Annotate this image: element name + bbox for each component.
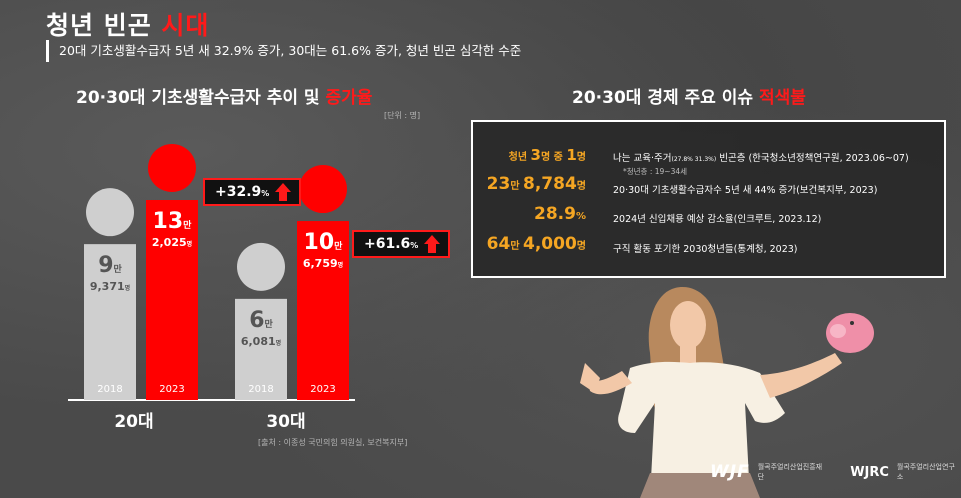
bar-big-label: 10만 xyxy=(304,230,344,255)
bar-value-label: 9,371명 xyxy=(90,280,130,293)
bar-big-label: 13만 xyxy=(153,209,193,234)
issue-stat-1: 청년 3명 중 1명 xyxy=(508,146,586,164)
bar-30대-2018 xyxy=(235,298,287,400)
bar-year-label: 2023 xyxy=(159,384,184,395)
left-arm-shape xyxy=(588,371,632,395)
increase-badge-30s: +61.6% xyxy=(352,230,451,258)
arrow-up-icon xyxy=(275,183,292,201)
page-subtitle: 20대 기초생활수급자 5년 새 32.9% 증가, 30대는 61.6% 증가… xyxy=(46,40,521,62)
unit-note: [단위 : 명] xyxy=(384,111,421,120)
bar-year-label: 2018 xyxy=(248,384,273,395)
bar-value-label: 2,025명 xyxy=(152,236,192,249)
issue-stat-4: 64만 4,000명 xyxy=(486,234,586,254)
piggy-eye xyxy=(850,321,854,325)
group-label-20대: 20대 xyxy=(114,412,153,432)
wjf-logo-text: 월곡주얼리산업진흥재단 xyxy=(757,463,823,481)
shirt-shape xyxy=(618,361,785,498)
increase-value: +32.9% xyxy=(215,184,270,200)
bar-head-20대-2023 xyxy=(148,144,196,192)
increase-badge-20s: +32.9% xyxy=(203,178,302,206)
issue-desc-2: 20·30대 기초생활수급자수 5년 새 44% 증가(보건복지부, 2023) xyxy=(613,185,878,196)
bar-value-label: 6,081명 xyxy=(241,335,281,348)
issues-title: 20·30대 경제 주요 이슈 적색불 xyxy=(572,88,806,108)
issue-desc-3: 2024년 신입채용 예상 감소율(인크루트, 2023.12) xyxy=(613,214,822,225)
bar-value-label: 6,759명 xyxy=(303,257,343,270)
bar-head-30대-2023 xyxy=(299,165,347,214)
bar-20대-2018 xyxy=(84,244,136,400)
footer-logos: WJF 월곡주얼리산업진흥재단 WJRC 월곡주얼리산업연구소 xyxy=(710,462,961,482)
bar-head-30대-2018 xyxy=(237,242,285,291)
issue-stat-3: 28.9% xyxy=(534,204,586,224)
youth-age-note: *청년층 : 19~34세 xyxy=(623,167,688,176)
piggy-snout xyxy=(830,324,846,338)
group-label-30대: 30대 xyxy=(266,412,305,432)
issue-desc-1: 나는 교육·주거(27.8% 31.3%) 빈곤층 (한국청소년정책연구원, 2… xyxy=(613,153,909,164)
skirt-shape xyxy=(640,473,760,498)
bar-year-label: 2023 xyxy=(310,384,335,395)
neck-shape xyxy=(680,345,696,363)
wjrc-logo-text: 월곡주얼리산업연구소 xyxy=(896,463,955,481)
arrow-up-icon xyxy=(424,235,441,253)
bar-30대-2023 xyxy=(297,221,349,400)
woman-piggy-bank-illustration xyxy=(580,287,874,498)
bar-year-label: 2018 xyxy=(97,384,122,395)
piggy-bank-icon xyxy=(826,313,874,353)
issue-stat-2: 23만 8,784명 xyxy=(486,174,586,194)
source-note: [출처 : 이종성 국민의힘 의원실, 보건복지부] xyxy=(258,438,408,447)
bar-big-label: 6만 xyxy=(249,308,273,333)
bar-big-label: 9만 xyxy=(98,253,122,278)
bar-20대-2023 xyxy=(146,200,198,400)
bar-head-20대-2018 xyxy=(86,188,134,237)
page-title: 청년 빈곤 시대 xyxy=(46,11,210,40)
left-hand-shape xyxy=(580,363,600,393)
face-shape xyxy=(670,301,706,349)
chart-title: 20·30대 기초생활수급자 추이 및 증가율 xyxy=(76,88,373,108)
right-arm-shape xyxy=(760,353,842,398)
wjrc-logo: WJRC xyxy=(850,464,889,480)
wjf-logo: WJF xyxy=(710,462,750,482)
increase-value: +61.6% xyxy=(364,236,419,252)
issues-panel: 청년 3명 중 1명 나는 교육·주거(27.8% 31.3%) 빈곤층 (한국… xyxy=(471,120,946,278)
issue-desc-4: 구직 활동 포기한 2030청년들(통계청, 2023) xyxy=(613,244,798,255)
